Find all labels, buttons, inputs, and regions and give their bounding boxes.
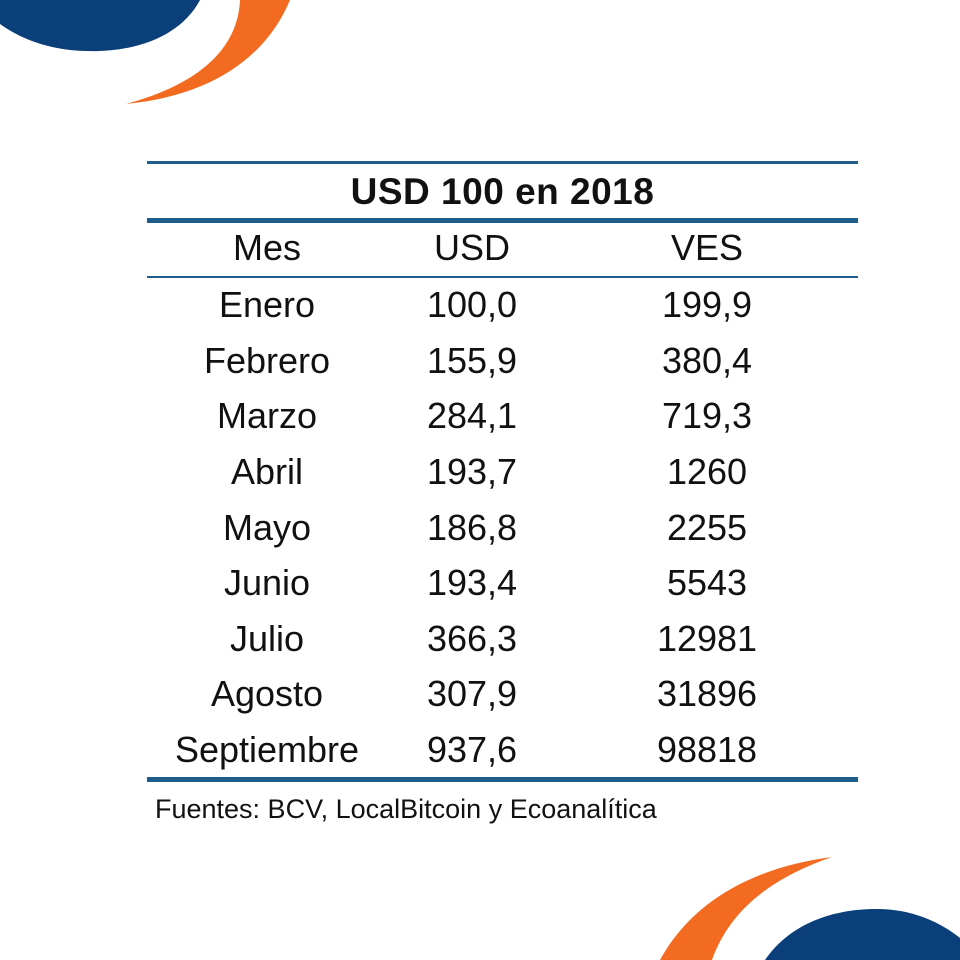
ves-value-cell: 2255 <box>666 507 748 548</box>
usd-value-cell: 100,0 <box>426 284 518 325</box>
title-bottom-rule <box>147 218 858 223</box>
header-bottom-rule <box>147 276 858 278</box>
ves-value-cell: 12981 <box>656 618 758 659</box>
usd-value-cell: 193,7 <box>426 451 518 492</box>
month-cell: Abril <box>230 451 304 492</box>
column-header-ves: VES <box>670 227 744 268</box>
usd-value-cell: 186,8 <box>426 507 518 548</box>
ves-value-cell: 98818 <box>656 729 758 770</box>
month-cell: Mayo <box>222 507 312 548</box>
ves-value-cell: 199,9 <box>661 284 753 325</box>
table-title: USD 100 en 2018 <box>350 171 655 212</box>
usd-value-cell: 307,9 <box>426 673 518 714</box>
table-top-rule <box>147 161 858 164</box>
month-cell: Marzo <box>216 395 318 436</box>
month-cell: Junio <box>223 562 311 603</box>
usd-value-cell: 937,6 <box>426 729 518 770</box>
column-header-usd: USD <box>433 227 510 268</box>
ves-value-cell: 5543 <box>666 562 748 603</box>
month-cell: Septiembre <box>174 729 360 770</box>
ves-value-cell: 719,3 <box>661 395 753 436</box>
usd-value-cell: 284,1 <box>426 395 518 436</box>
bottom-right-blue-arc-decoration <box>765 908 960 960</box>
month-cell: Enero <box>218 284 316 325</box>
top-left-orange-swoosh-decoration <box>126 0 290 104</box>
table-bottom-rule <box>147 777 858 782</box>
month-cell: Febrero <box>203 340 331 381</box>
usd-value-cell: 193,4 <box>426 562 518 603</box>
month-cell: Agosto <box>210 673 324 714</box>
ves-value-cell: 31896 <box>656 673 758 714</box>
usd-value-cell: 366,3 <box>426 618 518 659</box>
usd-value-cell: 155,9 <box>426 340 518 381</box>
ves-value-cell: 1260 <box>666 451 748 492</box>
source-note: Fuentes: BCV, LocalBitcoin y Ecoanalític… <box>155 794 657 824</box>
ves-value-cell: 380,4 <box>661 340 753 381</box>
column-header-mes: Mes <box>232 227 301 268</box>
month-cell: Julio <box>229 618 305 659</box>
bottom-right-orange-swoosh-decoration <box>660 857 832 960</box>
top-left-blue-arc-decoration <box>0 0 200 52</box>
